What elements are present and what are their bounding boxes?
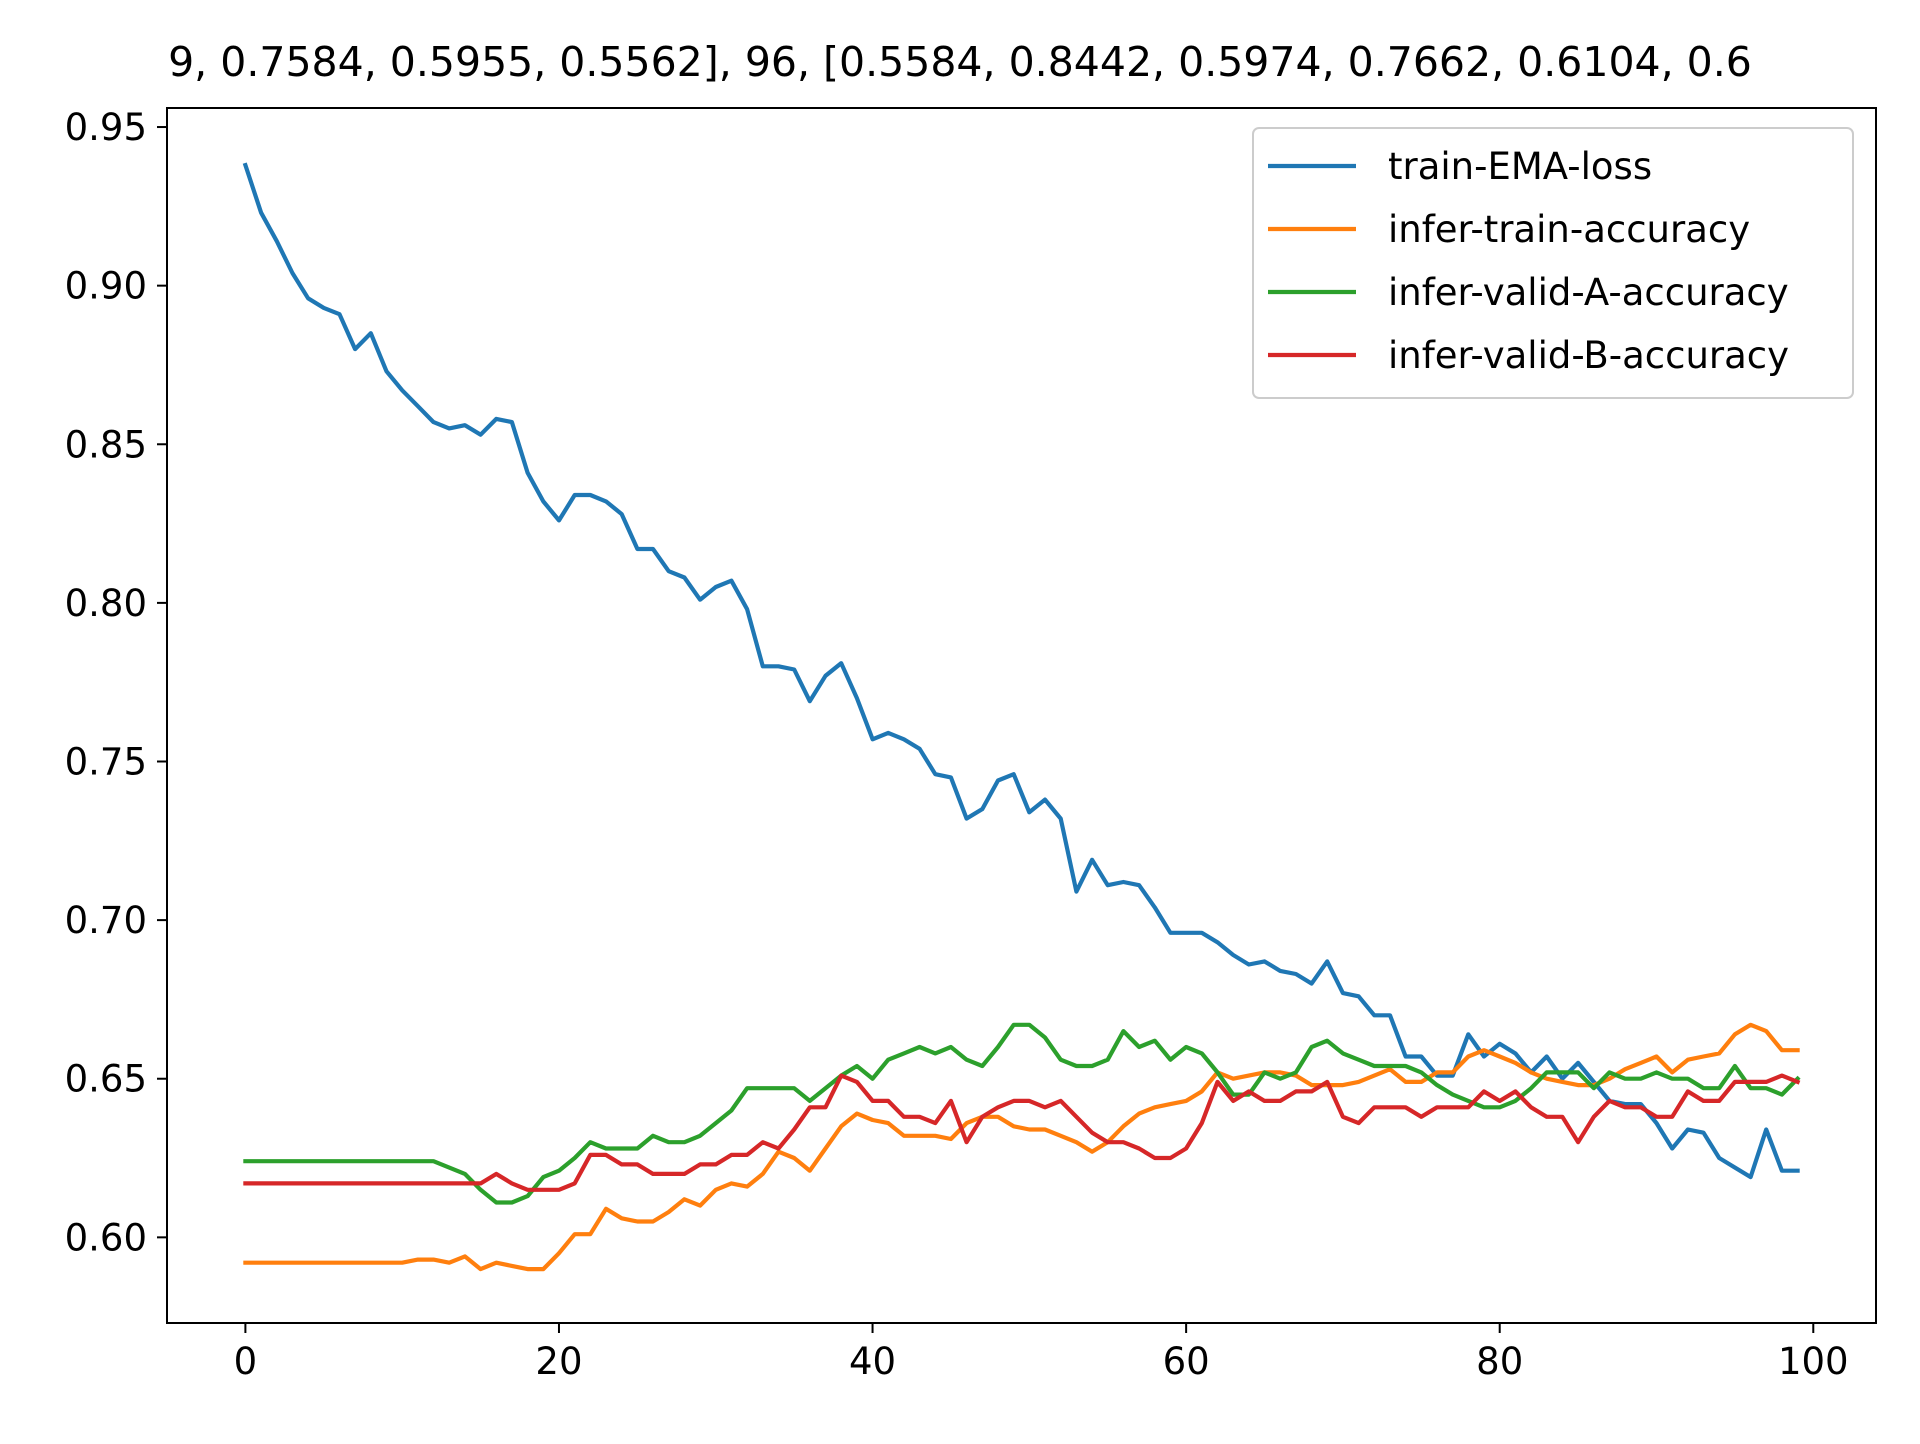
series-line-1 <box>242 162 1800 1180</box>
legend-label-3: infer-valid-A-accuracy <box>1388 271 1789 314</box>
y-tick-label: 0.80 <box>65 582 147 625</box>
series-line-2 <box>243 1022 1800 1272</box>
y-tick-label: 0.75 <box>65 740 147 783</box>
y-tick-label: 0.85 <box>65 423 147 466</box>
x-tick-label: 80 <box>1476 1340 1523 1383</box>
series-line-4 <box>243 1073 1801 1192</box>
chart-title: 9, 0.7584, 0.5955, 0.5562], 96, [0.5584,… <box>168 38 1752 86</box>
x-tick-label: 20 <box>535 1340 582 1383</box>
plot-frame <box>166 107 1877 1324</box>
y-tick-label: 0.60 <box>65 1216 147 1259</box>
y-tick-label: 0.70 <box>65 899 147 942</box>
legend-label-2: infer-train-accuracy <box>1388 208 1750 251</box>
legend-label-4: infer-valid-B-accuracy <box>1388 334 1789 377</box>
legend-box <box>1252 127 1854 399</box>
series-line-3 <box>243 1022 1801 1205</box>
y-tick-label: 0.65 <box>65 1058 147 1101</box>
y-tick-label: 0.95 <box>65 106 147 149</box>
legend-label-1: train-EMA-loss <box>1388 145 1652 188</box>
x-tick-label: 100 <box>1778 1340 1849 1383</box>
x-tick-label: 0 <box>234 1340 258 1383</box>
x-tick-label: 40 <box>849 1340 896 1383</box>
y-tick-label: 0.90 <box>65 265 147 308</box>
x-tick-label: 60 <box>1163 1340 1210 1383</box>
